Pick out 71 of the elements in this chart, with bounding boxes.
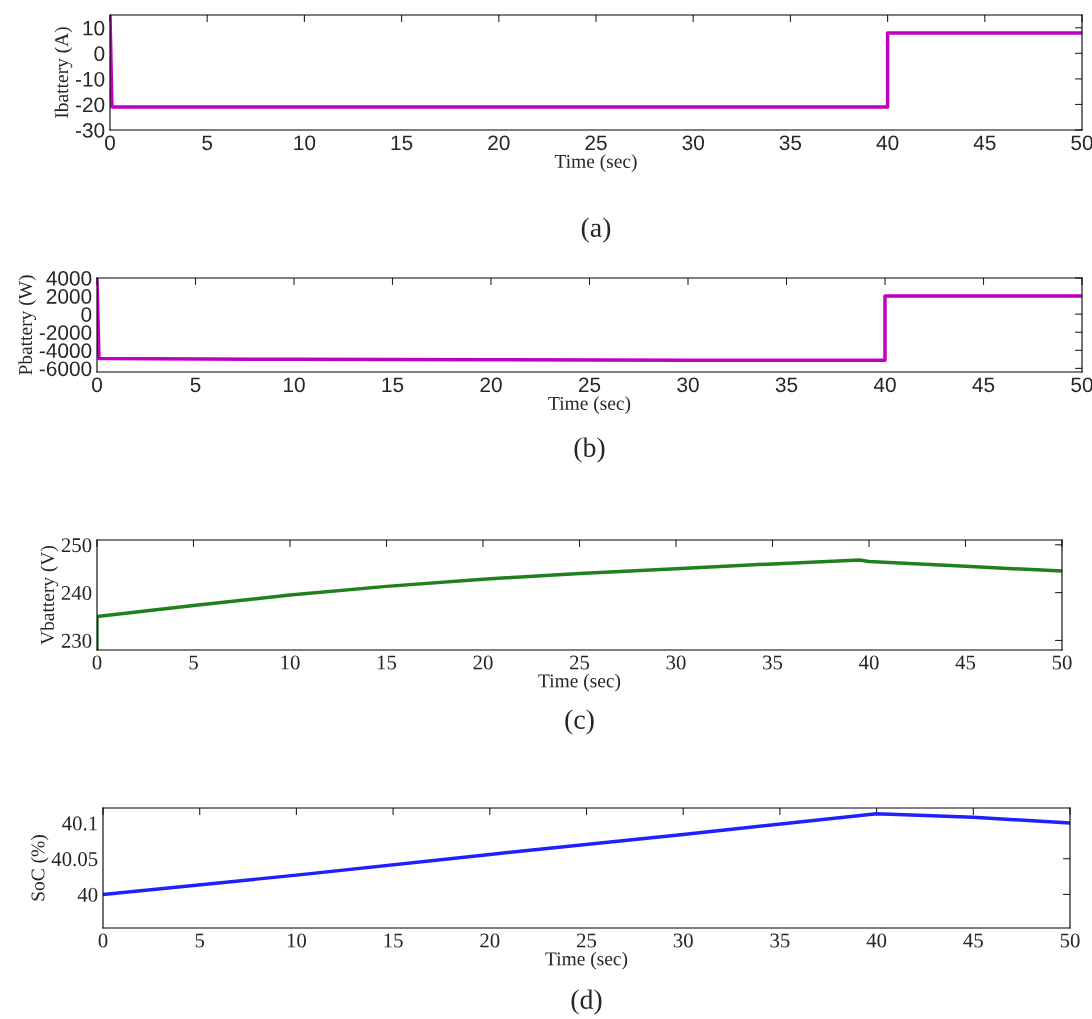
y-tick-label: 10 bbox=[83, 20, 105, 36]
y-tick-label: 0 bbox=[81, 307, 92, 322]
y-tick-label: -10 bbox=[75, 71, 105, 87]
x-tick-label: 20 bbox=[488, 135, 510, 151]
x-tick-label: 20 bbox=[473, 655, 493, 670]
y-tick-label: 40.05 bbox=[51, 852, 98, 867]
y-tick-label: -20 bbox=[75, 97, 105, 113]
x-tick-label: 25 bbox=[585, 135, 607, 151]
x-tick-label: 5 bbox=[195, 933, 205, 948]
x-tick-label: 10 bbox=[284, 377, 305, 393]
x-axis-title: Time (sec) bbox=[554, 154, 637, 172]
y-tick-label: -30 bbox=[75, 123, 105, 138]
x-tick-label: 15 bbox=[382, 377, 404, 393]
x-tick-label: 35 bbox=[770, 933, 790, 948]
y-tick-label: 40 bbox=[77, 887, 98, 902]
x-tick-label: 25 bbox=[570, 655, 590, 670]
x-axis-title: Time (sec) bbox=[538, 673, 621, 692]
y-tick-label: -2000 bbox=[39, 325, 92, 340]
x-tick-label: 30 bbox=[666, 655, 686, 670]
y-tick-label: 230 bbox=[61, 633, 92, 648]
x-tick-label: 5 bbox=[202, 135, 213, 151]
x-tick-label: 10 bbox=[294, 135, 316, 151]
y-axis-title: SoC (%) bbox=[30, 835, 49, 901]
x-tick-label: 30 bbox=[682, 135, 704, 151]
y-axis-title: Pbattery (W) bbox=[18, 275, 37, 375]
y-tick-label: 2000 bbox=[46, 289, 92, 304]
y-axis-title: Ibattery (A) bbox=[54, 27, 73, 118]
y-tick-label: 240 bbox=[61, 585, 92, 601]
text: (c) bbox=[565, 709, 594, 735]
y-tick-label: -6000 bbox=[39, 361, 92, 377]
x-axis-title: Time (sec) bbox=[548, 396, 631, 414]
x-tick-label: 50 bbox=[1052, 655, 1072, 670]
x-tick-label: 50 bbox=[1060, 933, 1080, 948]
text: (d) bbox=[571, 989, 602, 1015]
x-tick-label: 0 bbox=[105, 135, 115, 151]
x-tick-label: 5 bbox=[189, 655, 198, 670]
text: (b) bbox=[574, 437, 605, 463]
x-tick-label: 30 bbox=[677, 377, 699, 393]
y-tick-label: 4000 bbox=[46, 271, 92, 286]
x-tick-label: 15 bbox=[391, 135, 413, 151]
x-tick-label: 35 bbox=[779, 135, 802, 151]
x-tick-label: 35 bbox=[763, 655, 783, 670]
x-tick-label: 45 bbox=[955, 655, 976, 670]
x-tick-label: 10 bbox=[287, 933, 307, 948]
x-tick-label: 10 bbox=[281, 655, 300, 670]
x-tick-label: 30 bbox=[673, 933, 693, 948]
y-tick-label: 0 bbox=[94, 46, 105, 62]
x-axis-title: Time (sec) bbox=[545, 951, 628, 970]
x-tick-label: 25 bbox=[577, 933, 597, 948]
y-tick-label: -4000 bbox=[39, 343, 92, 359]
x-tick-label: 45 bbox=[972, 377, 995, 393]
x-tick-label: 40 bbox=[858, 655, 879, 670]
x-tick-label: 40 bbox=[873, 377, 896, 393]
x-tick-label: 50 bbox=[1071, 135, 1092, 151]
x-tick-label: 5 bbox=[190, 377, 201, 393]
x-tick-label: 20 bbox=[480, 377, 502, 393]
x-tick-label: 45 bbox=[973, 135, 996, 151]
y-axis-title: Vbattery (V) bbox=[40, 545, 59, 645]
line-series bbox=[103, 811, 1070, 897]
x-tick-label: 40 bbox=[866, 933, 887, 948]
x-tick-label: 20 bbox=[480, 933, 500, 948]
x-tick-label: 40 bbox=[876, 135, 899, 151]
x-tick-label: 15 bbox=[384, 933, 403, 948]
x-tick-label: 45 bbox=[963, 933, 983, 948]
y-tick-label: 250 bbox=[61, 538, 92, 553]
x-tick-label: 25 bbox=[578, 377, 601, 393]
x-tick-label: 35 bbox=[775, 377, 798, 393]
x-tick-label: 50 bbox=[1071, 377, 1092, 393]
x-tick-label: 15 bbox=[377, 655, 397, 670]
y-tick-label: 40.1 bbox=[62, 816, 97, 831]
text: (a) bbox=[581, 217, 611, 243]
